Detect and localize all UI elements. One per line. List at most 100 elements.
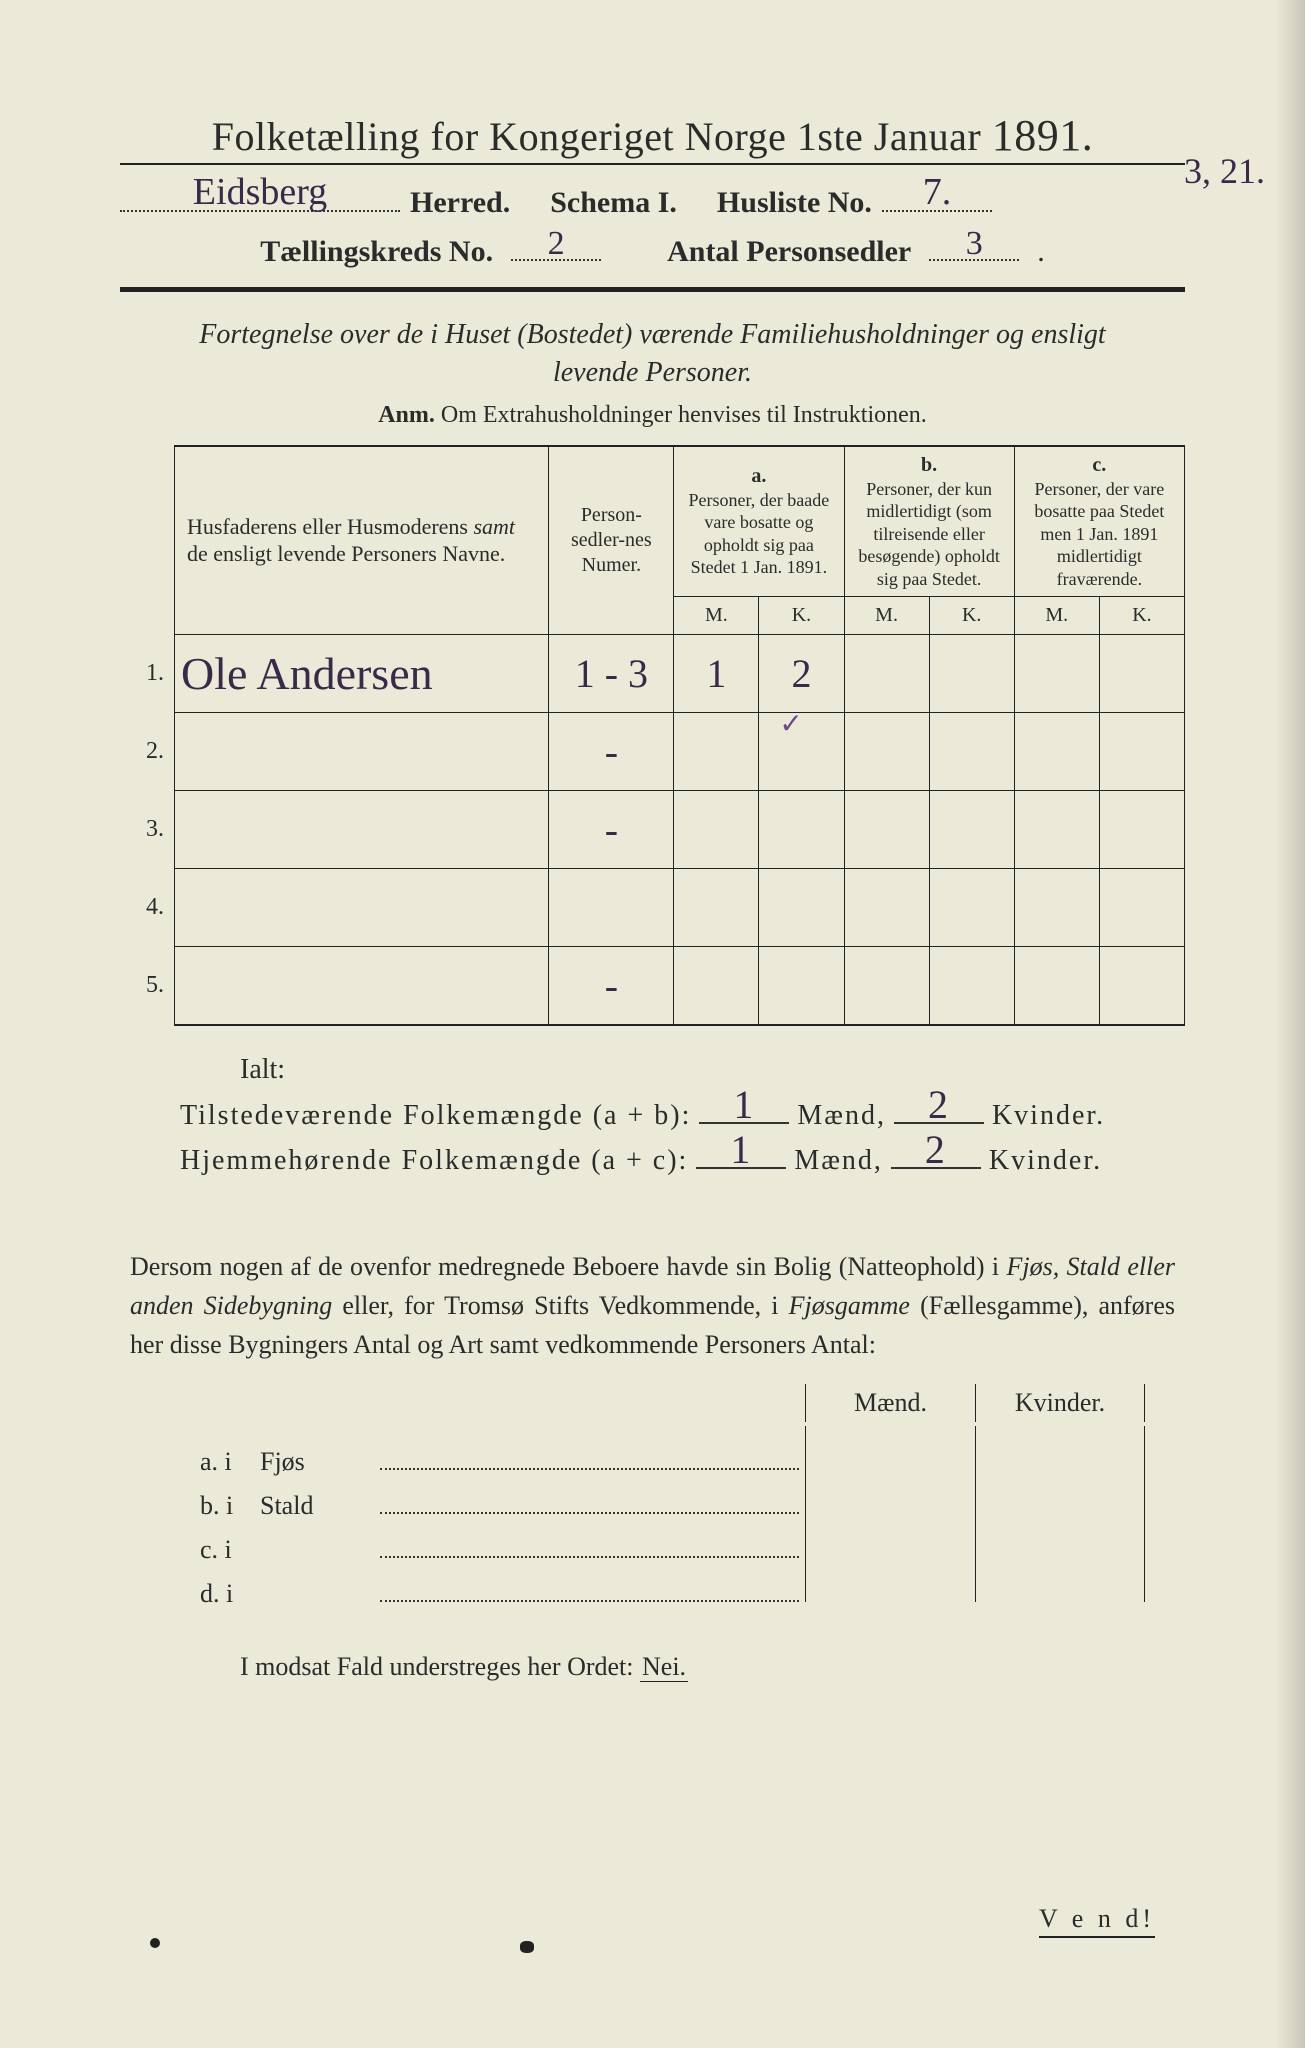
table-row: 4. <box>120 869 1185 947</box>
sum2-label: Hjemmehørende Folkemængde (a + c): <box>180 1145 688 1177</box>
sum2-k: 2 <box>891 1126 981 1173</box>
intro-text: Fortegnelse over de i Huset (Bostedet) v… <box>160 316 1145 392</box>
page-title: Folketælling for Kongeriget Norge 1ste J… <box>120 110 1185 165</box>
col-c-label: c. <box>1021 453 1178 478</box>
census-tbody: 1. Ole Andersen 1 - 3 1 2 2. - ✓ <box>120 635 1185 1025</box>
numer-cell: - <box>549 791 674 869</box>
dots <box>380 1537 799 1558</box>
census-table: Husfaderens eller Husmode­rens samt de e… <box>120 445 1185 1026</box>
row-num: 5. <box>120 947 174 1025</box>
table-row: 5. - <box>120 947 1185 1025</box>
herred-label: Herred. <box>410 186 510 220</box>
kvinder-label: Kvinder. <box>992 1100 1105 1132</box>
numer-cell: 1 - 3 <box>549 635 674 713</box>
col-c-text: Personer, der vare bosatte paa Stedet me… <box>1021 478 1178 591</box>
schema-label: Schema I. <box>550 186 677 220</box>
col-names: Husfaderens eller Husmode­rens samt de e… <box>174 446 548 635</box>
table-row: 1. Ole Andersen 1 - 3 1 2 <box>120 635 1185 713</box>
anm-line: Anm. Om Extrahusholdninger henvises til … <box>120 402 1185 429</box>
herred-value: Eidsberg <box>120 170 400 214</box>
kreds-label: Tællingskreds No. <box>260 235 493 269</box>
tick-mark: ✓ <box>779 707 802 741</box>
para-b: eller, for Tromsø Stifts Vedkommende, i <box>332 1291 788 1320</box>
dots <box>380 1493 799 1514</box>
sub-word: Fjøs <box>260 1447 380 1477</box>
sum-line-1: Tilstedeværende Folkemængde (a + b): 1 M… <box>180 1094 1185 1133</box>
name-cell <box>174 869 548 947</box>
col-b: b. Personer, der kun midlertidigt (som t… <box>844 446 1014 597</box>
sub-kvinder: Kvinder. <box>975 1384 1145 1422</box>
numer-cell <box>549 869 674 947</box>
col-b-k: K. <box>929 597 1014 635</box>
col-b-m: M. <box>844 597 929 635</box>
paragraph: Dersom nogen af de ovenfor medregnede Be… <box>130 1247 1175 1364</box>
sub-lab: b. i <box>200 1491 260 1521</box>
maend-label: Mænd, <box>797 1100 886 1132</box>
antal-label: Antal Personsedler <box>667 235 911 269</box>
name-cell: Ole Andersen <box>174 635 548 713</box>
maend-label: Mænd, <box>794 1145 883 1177</box>
nei-text: I modsat Fald understreges her Ordet: <box>240 1652 640 1681</box>
nei-line: I modsat Fald understreges her Ordet: Ne… <box>240 1652 1185 1682</box>
sum1-k: 2 <box>894 1081 984 1128</box>
margin-annotation: 3, 21. <box>1184 150 1265 192</box>
table-row: 2. - ✓ <box>120 713 1185 791</box>
sum1-m: 1 <box>699 1081 789 1128</box>
divider <box>120 287 1185 292</box>
a-m-cell: 1 <box>674 635 759 713</box>
title-text: Folketælling for Kongeriget Norge 1ste J… <box>212 114 981 159</box>
name-cell <box>174 791 548 869</box>
name-value: Ole Andersen <box>181 648 433 699</box>
para-it2: Fjøsgamme <box>789 1291 910 1320</box>
ink-spot <box>520 1941 534 1953</box>
anm-label: Anm. <box>378 402 435 428</box>
sum-line-2: Hjemmehørende Folkemængde (a + c): 1 Mæn… <box>180 1138 1185 1177</box>
col-b-text: Personer, der kun midlertidigt (som tilr… <box>851 478 1008 591</box>
header-row-2: Tællingskreds No. 2 Antal Personsedler 3… <box>120 228 1185 269</box>
col-a-k: K. <box>759 597 844 635</box>
table-row: 3. - <box>120 791 1185 869</box>
sub-lab: d. i <box>200 1579 260 1609</box>
col-a: a. Personer, der baade vare bosatte og o… <box>674 446 844 597</box>
husliste-label: Husliste No. <box>717 186 872 220</box>
sum2-m: 1 <box>696 1126 786 1173</box>
vend-label: V e n d! <box>1039 1904 1155 1938</box>
para-a: Dersom nogen af de ovenfor medregnede Be… <box>130 1252 1006 1281</box>
antal-value: 3 <box>929 225 1019 263</box>
sum1-label: Tilstedeværende Folkemængde (a + b): <box>180 1100 691 1132</box>
col-numer: Person-sedler-nes Numer. <box>549 446 674 635</box>
col-a-label: a. <box>680 464 837 489</box>
a-k-cell: 2 <box>759 635 844 713</box>
col-c-m: M. <box>1014 597 1099 635</box>
row-num: 1. <box>120 635 174 713</box>
ink-spot <box>150 1938 160 1948</box>
nei-word: Nei. <box>640 1652 688 1682</box>
page-shadow <box>1275 0 1305 2048</box>
anm-text: Om Extrahusholdninger henvises til Instr… <box>441 402 927 428</box>
sub-lab: c. i <box>200 1535 260 1565</box>
name-cell <box>174 713 548 791</box>
col-a-m: M. <box>674 597 759 635</box>
sub-row: d. i <box>200 1558 1145 1602</box>
name-cell <box>174 947 548 1025</box>
dots <box>380 1581 799 1602</box>
title-year: 1891. <box>992 111 1094 160</box>
numer-cell: - <box>549 947 674 1025</box>
row-num: 4. <box>120 869 174 947</box>
sub-row: a. i Fjøs <box>200 1426 1145 1470</box>
row-num: 2. <box>120 713 174 791</box>
document-page: 3, 21. Folketælling for Kongeriget Norge… <box>0 0 1305 2048</box>
sub-word: Stald <box>260 1491 380 1521</box>
sub-head: Mænd. Kvinder. <box>200 1384 1145 1422</box>
header-row-1: Eidsberg Herred. Schema I. Husliste No. … <box>120 179 1185 220</box>
col-a-text: Personer, der baade vare bosatte og opho… <box>680 489 837 579</box>
sub-maend: Mænd. <box>805 1384 975 1422</box>
sub-lab: a. i <box>200 1447 260 1477</box>
husliste-value: 7. <box>882 170 992 214</box>
dots <box>380 1449 799 1470</box>
col-b-label: b. <box>851 453 1008 478</box>
col-c: c. Personer, der vare bosatte paa Stedet… <box>1014 446 1184 597</box>
kvinder-label: Kvinder. <box>989 1145 1102 1177</box>
numer-cell: - <box>549 713 674 791</box>
row-num: 3. <box>120 791 174 869</box>
